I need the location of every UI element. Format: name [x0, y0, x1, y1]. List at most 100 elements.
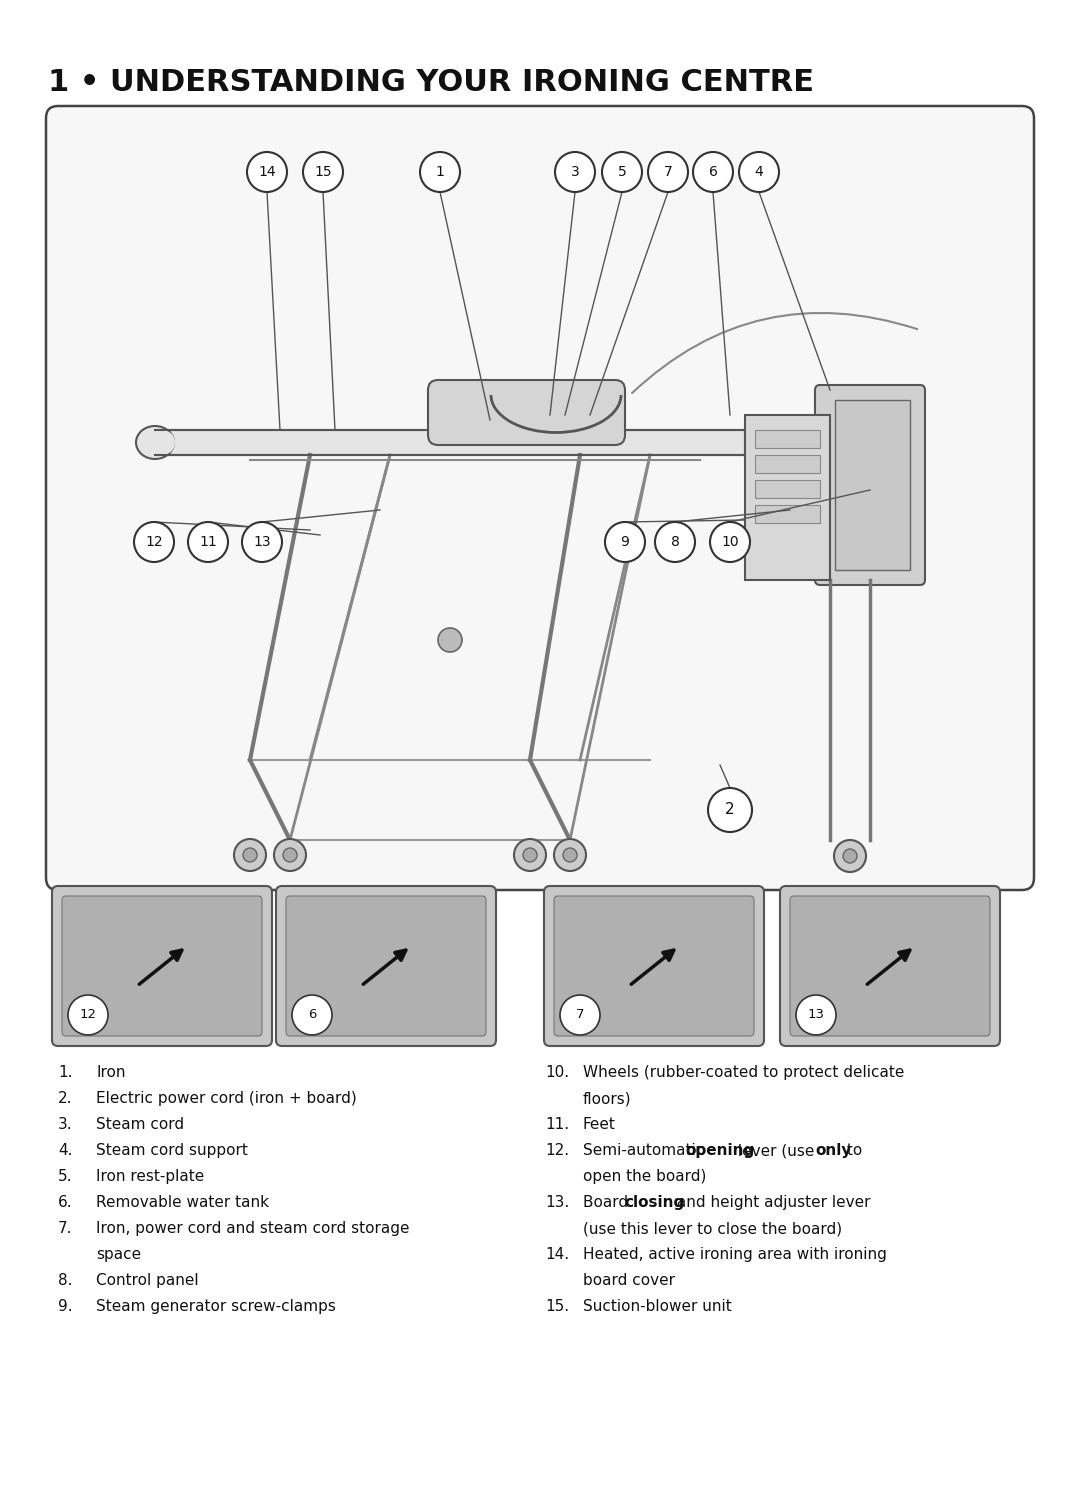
- Circle shape: [68, 996, 108, 1035]
- Text: 12.: 12.: [545, 1142, 569, 1157]
- Text: open the board): open the board): [583, 1170, 706, 1185]
- Circle shape: [188, 521, 228, 562]
- FancyBboxPatch shape: [52, 885, 272, 1046]
- Circle shape: [292, 996, 332, 1035]
- Ellipse shape: [136, 426, 174, 459]
- Text: Iron, power cord and steam cord storage: Iron, power cord and steam cord storage: [96, 1221, 409, 1236]
- Text: 3: 3: [570, 165, 579, 178]
- Circle shape: [243, 848, 257, 861]
- Circle shape: [693, 153, 733, 192]
- Text: (use this lever to close the board): (use this lever to close the board): [583, 1221, 842, 1236]
- FancyBboxPatch shape: [815, 385, 924, 585]
- Text: to: to: [842, 1142, 863, 1157]
- FancyBboxPatch shape: [544, 885, 764, 1046]
- Circle shape: [283, 848, 297, 861]
- FancyBboxPatch shape: [46, 106, 1034, 890]
- Text: 8.: 8.: [58, 1272, 72, 1287]
- Text: Suction-blower unit: Suction-blower unit: [583, 1299, 732, 1315]
- Circle shape: [247, 153, 287, 192]
- FancyBboxPatch shape: [286, 896, 486, 1037]
- Text: 4: 4: [755, 165, 764, 178]
- Text: 9: 9: [621, 535, 630, 548]
- Text: 13.: 13.: [545, 1195, 569, 1210]
- Text: Steam cord support: Steam cord support: [96, 1142, 248, 1157]
- Text: 12: 12: [145, 535, 163, 548]
- Circle shape: [648, 153, 688, 192]
- Text: only: only: [815, 1142, 851, 1157]
- Circle shape: [234, 839, 266, 870]
- Circle shape: [739, 153, 779, 192]
- Text: Control panel: Control panel: [96, 1272, 199, 1287]
- Text: Wheels (rubber-coated to protect delicate: Wheels (rubber-coated to protect delicat…: [583, 1065, 904, 1080]
- Text: 5: 5: [618, 165, 626, 178]
- Circle shape: [555, 153, 595, 192]
- Text: space: space: [96, 1247, 141, 1262]
- Text: and height adjuster lever: and height adjuster lever: [672, 1195, 870, 1210]
- Text: Electric power cord (iron + board): Electric power cord (iron + board): [96, 1091, 356, 1106]
- Text: 6: 6: [708, 165, 717, 178]
- Text: 14.: 14.: [545, 1247, 569, 1262]
- Polygon shape: [755, 505, 820, 523]
- Circle shape: [420, 153, 460, 192]
- Circle shape: [605, 521, 645, 562]
- Text: 10: 10: [721, 535, 739, 548]
- FancyBboxPatch shape: [789, 896, 990, 1037]
- Circle shape: [274, 839, 306, 870]
- Text: Heated, active ironing area with ironing: Heated, active ironing area with ironing: [583, 1247, 887, 1262]
- Circle shape: [563, 848, 577, 861]
- Text: 4.: 4.: [58, 1142, 72, 1157]
- Circle shape: [834, 840, 866, 872]
- Circle shape: [303, 153, 343, 192]
- Polygon shape: [755, 455, 820, 473]
- Text: 15.: 15.: [545, 1299, 569, 1315]
- Polygon shape: [755, 431, 820, 447]
- Polygon shape: [755, 480, 820, 499]
- Text: 7: 7: [663, 165, 673, 178]
- Text: Steam generator screw-clamps: Steam generator screw-clamps: [96, 1299, 336, 1315]
- Circle shape: [523, 848, 537, 861]
- Text: closing: closing: [624, 1195, 684, 1210]
- Polygon shape: [835, 400, 910, 570]
- FancyBboxPatch shape: [554, 896, 754, 1037]
- Circle shape: [438, 629, 462, 653]
- Text: 11: 11: [199, 535, 217, 548]
- Circle shape: [134, 521, 174, 562]
- Text: 2.: 2.: [58, 1091, 72, 1106]
- Text: Iron: Iron: [96, 1065, 125, 1080]
- Text: 1 • UNDERSTANDING YOUR IRONING CENTRE: 1 • UNDERSTANDING YOUR IRONING CENTRE: [48, 68, 814, 97]
- Circle shape: [708, 789, 752, 833]
- FancyBboxPatch shape: [276, 885, 496, 1046]
- Text: Steam cord: Steam cord: [96, 1117, 184, 1132]
- Text: floors): floors): [583, 1091, 632, 1106]
- Text: 7: 7: [576, 1008, 584, 1021]
- Circle shape: [242, 521, 282, 562]
- Text: 15: 15: [314, 165, 332, 178]
- Text: 1.: 1.: [58, 1065, 72, 1080]
- Text: 8: 8: [671, 535, 679, 548]
- Text: 6.: 6.: [58, 1195, 72, 1210]
- Ellipse shape: [156, 431, 175, 453]
- Circle shape: [514, 839, 546, 870]
- Text: Feet: Feet: [583, 1117, 616, 1132]
- Circle shape: [561, 996, 600, 1035]
- Circle shape: [796, 996, 836, 1035]
- Text: 14: 14: [258, 165, 275, 178]
- Text: 11.: 11.: [545, 1117, 569, 1132]
- Circle shape: [654, 521, 696, 562]
- Text: 13: 13: [808, 1008, 824, 1021]
- Text: Iron rest-plate: Iron rest-plate: [96, 1170, 204, 1185]
- FancyBboxPatch shape: [428, 379, 625, 446]
- Polygon shape: [745, 416, 831, 580]
- Circle shape: [602, 153, 642, 192]
- Text: lever (use: lever (use: [733, 1142, 820, 1157]
- Text: 10.: 10.: [545, 1065, 569, 1080]
- FancyBboxPatch shape: [780, 885, 1000, 1046]
- Text: Removable water tank: Removable water tank: [96, 1195, 269, 1210]
- Text: board cover: board cover: [583, 1272, 675, 1287]
- Text: 9.: 9.: [58, 1299, 72, 1315]
- Text: 13: 13: [253, 535, 271, 548]
- Text: opening: opening: [686, 1142, 755, 1157]
- Circle shape: [710, 521, 750, 562]
- Text: 6: 6: [308, 1008, 316, 1021]
- Text: 2: 2: [725, 802, 734, 817]
